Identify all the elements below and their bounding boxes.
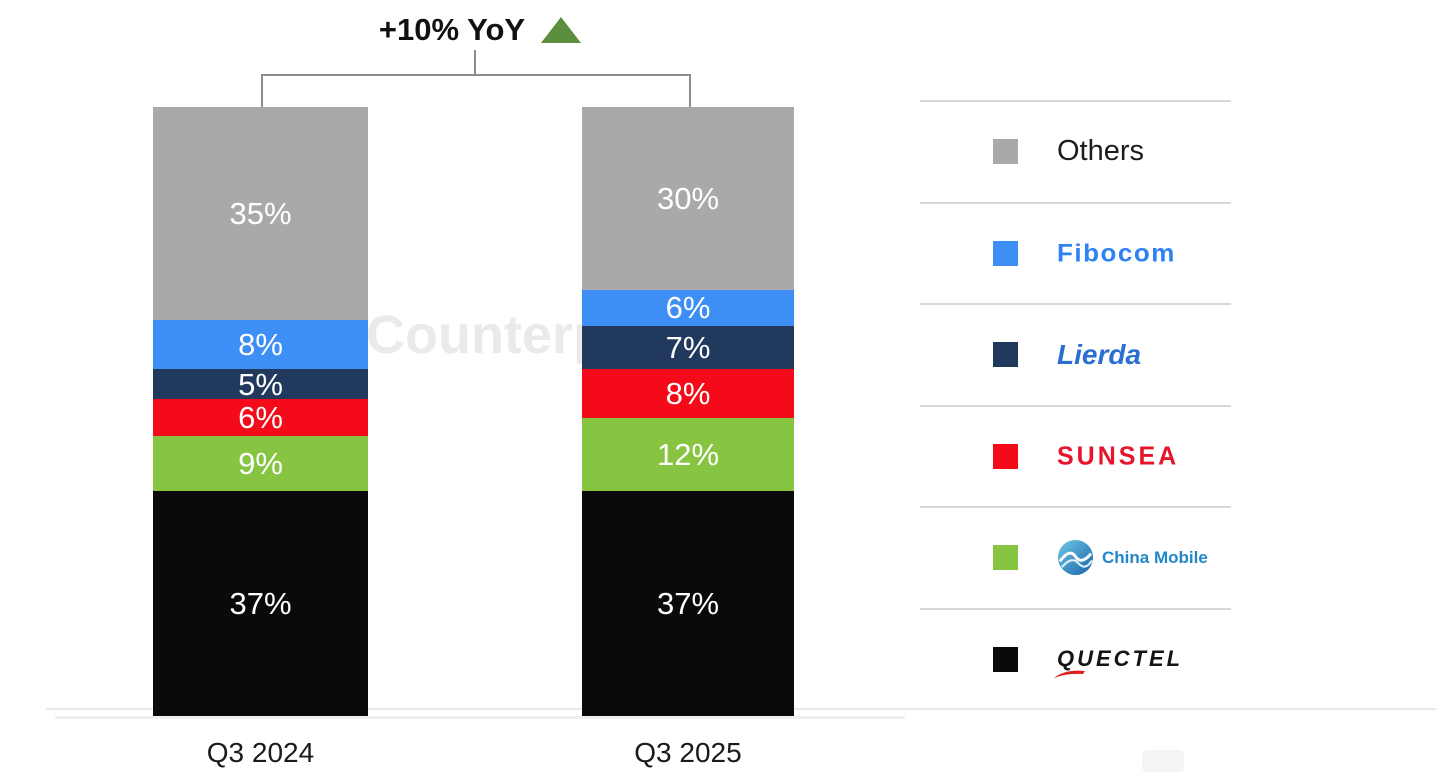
legend-swatch-fibocom [993,240,1018,266]
legend-item-others: Others [920,100,1231,202]
legend-swatch-quectel [993,646,1018,672]
bar-segment-sunsea: 6% [153,399,368,436]
segment-value-label: 37% [656,585,720,621]
legend-item-fibocom: Fibocom [920,201,1231,304]
growth-label: +10% YoY [378,12,526,47]
legend-swatch-sunsea [993,443,1018,469]
legend-label-quectel: QUECTEL [1054,646,1184,679]
quectel-wordmark: QUECTEL [1057,646,1184,672]
legend-swatch-others [993,139,1018,165]
bar-segment-lierda: 5% [153,366,368,402]
bar-segment-fibocom: 8% [153,320,368,369]
x-axis-label-q3-2025: Q3 2025 [634,737,742,768]
quectel-swoosh-icon [1054,670,1085,679]
legend-label-china-mobile: China Mobile [1057,539,1208,576]
china-mobile-globe-icon [1057,540,1094,576]
segment-value-label: 12% [656,436,720,472]
bar-segment-china-mobile: 12% [582,417,794,491]
segment-value-label: 7% [665,330,711,366]
bar-segment-fibocom: 6% [582,289,794,327]
bar-segment-sunsea: 8% [582,368,794,418]
segment-value-label: 35% [229,196,292,232]
bar-segment-others: 35% [153,107,368,321]
legend-item-quectel: QUECTEL [920,607,1231,710]
legend: Others Fibocom Lierda SUNSEA China Mobile QU… [920,100,1231,709]
legend-swatch-china-mobile [993,545,1018,571]
segment-value-label: 8% [238,327,283,362]
stacked-bar-q3-2025: 30% 6% 7% 8% 12% 37% [582,107,794,716]
bar-segment-quectel: 37% [153,490,368,716]
segment-value-label: 37% [229,585,292,621]
stacked-bar-q3-2024: 35% 8% 5% 6% 9% 37% [153,107,368,716]
bracket-horizontal [261,74,691,76]
bar-segment-others: 30% [582,107,794,290]
bar-segment-china-mobile: 9% [153,435,368,491]
bracket-drop-left [261,74,263,107]
bracket-stem [474,50,476,75]
legend-item-lierda: Lierda [920,303,1231,405]
faint-ui-artifact [1142,750,1184,772]
segment-value-label: 9% [238,445,283,481]
bar-segment-quectel: 37% [582,490,794,716]
segment-value-label: 5% [238,366,283,402]
growth-annotation: +10% YoY [330,12,630,48]
legend-item-china-mobile: China Mobile [920,506,1231,608]
counterpoint-watermark: Counterp [366,305,606,365]
legend-label-others: Others [1057,135,1145,168]
bar-segment-lierda: 7% [582,326,794,369]
segment-value-label: 30% [656,180,720,216]
axis-baseline-shadow [55,716,905,719]
china-mobile-wordmark: China Mobile [1102,547,1208,567]
legend-label-fibocom: Fibocom [1057,238,1176,268]
legend-swatch-lierda [993,342,1018,368]
legend-item-sunsea: SUNSEA [920,404,1231,507]
segment-value-label: 6% [238,400,283,436]
segment-value-label: 6% [665,290,711,326]
growth-up-triangle-icon [541,17,582,43]
legend-label-lierda: Lierda [1057,338,1142,370]
bracket-drop-right [689,74,691,107]
legend-label-sunsea: SUNSEA [1057,441,1180,471]
segment-value-label: 8% [665,375,711,411]
x-axis-label-q3-2024: Q3 2024 [206,737,315,768]
